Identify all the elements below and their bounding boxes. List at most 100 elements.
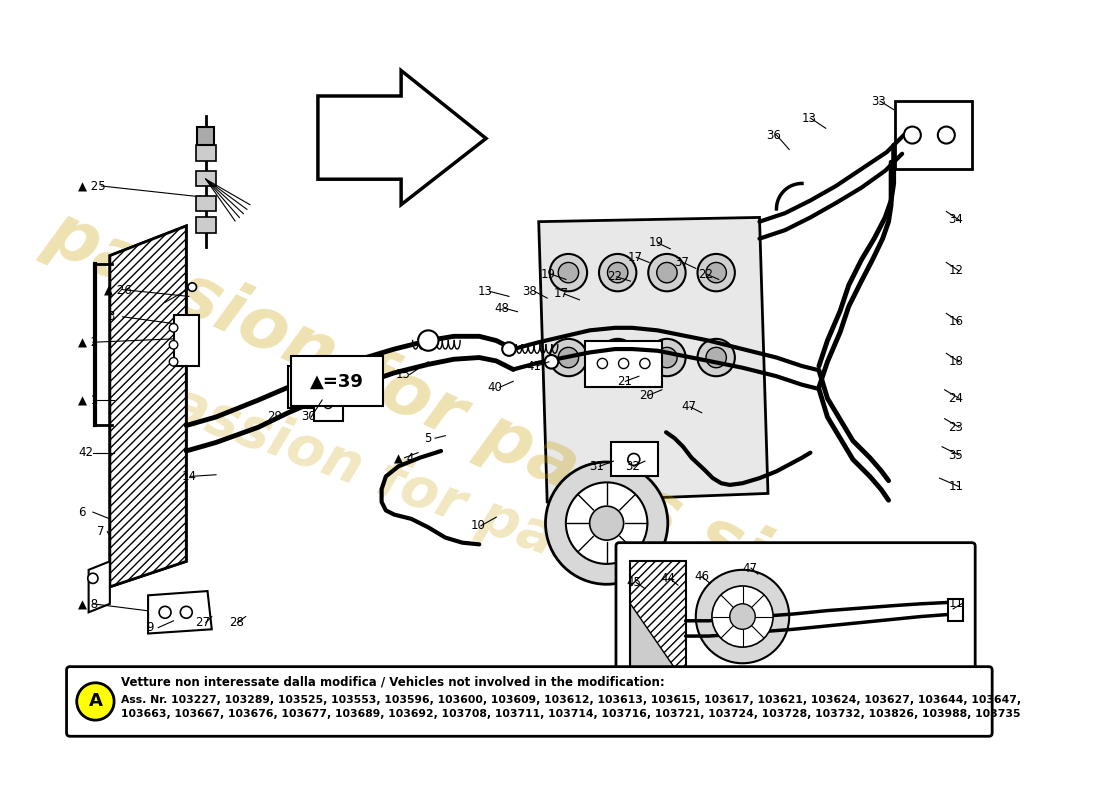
Text: 48: 48: [495, 302, 509, 314]
Text: 35: 35: [948, 449, 964, 462]
Bar: [196, 218, 216, 233]
Text: passion for parts since: passion for parts since: [35, 198, 906, 653]
Text: ▲ 8: ▲ 8: [78, 598, 99, 610]
Text: Ass. Nr. 103227, 103289, 103525, 103553, 103596, 103600, 103609, 103612, 103613,: Ass. Nr. 103227, 103289, 103525, 103553,…: [121, 694, 1021, 705]
Text: ▲ 2: ▲ 2: [78, 336, 99, 349]
Circle shape: [618, 358, 629, 369]
FancyBboxPatch shape: [616, 542, 976, 715]
Circle shape: [544, 355, 558, 369]
Text: ▲=39: ▲=39: [310, 372, 363, 390]
Circle shape: [590, 506, 624, 540]
Circle shape: [640, 358, 650, 369]
Circle shape: [600, 254, 637, 291]
Circle shape: [550, 339, 587, 376]
Circle shape: [628, 454, 640, 466]
Circle shape: [938, 126, 955, 143]
Text: 40: 40: [487, 381, 503, 394]
Bar: [196, 170, 216, 186]
Circle shape: [558, 262, 579, 283]
Text: 27: 27: [195, 616, 210, 629]
Circle shape: [169, 323, 178, 332]
Text: passion for parts since: passion for parts since: [126, 363, 815, 658]
Text: 41: 41: [526, 359, 541, 373]
Text: A: A: [88, 693, 102, 710]
Circle shape: [323, 385, 332, 394]
Text: 11: 11: [948, 598, 964, 610]
Text: 21: 21: [617, 375, 631, 388]
Circle shape: [88, 574, 98, 583]
Circle shape: [565, 482, 648, 564]
Text: 17: 17: [628, 251, 642, 264]
Text: 31: 31: [590, 460, 605, 473]
Bar: [948, 598, 964, 621]
Text: 37: 37: [674, 256, 690, 269]
Text: 22: 22: [606, 270, 621, 283]
Circle shape: [712, 586, 773, 647]
Text: Valid for... see description: Valid for... see description: [692, 697, 854, 710]
Circle shape: [550, 254, 587, 291]
Text: 17: 17: [554, 287, 569, 300]
Bar: [288, 366, 318, 409]
Circle shape: [697, 254, 735, 291]
Polygon shape: [89, 562, 110, 612]
Text: 34: 34: [948, 214, 964, 226]
Text: 3: 3: [108, 310, 114, 323]
Text: 32: 32: [625, 460, 640, 473]
Bar: [174, 315, 199, 366]
Circle shape: [169, 358, 178, 366]
Polygon shape: [630, 604, 683, 680]
Text: ▲ 1: ▲ 1: [78, 394, 99, 406]
Text: 42: 42: [78, 446, 94, 459]
Bar: [196, 146, 216, 161]
Text: 7: 7: [97, 525, 104, 538]
Circle shape: [503, 342, 516, 356]
Text: 11: 11: [948, 480, 964, 493]
Text: 22: 22: [698, 268, 713, 281]
Text: 18: 18: [948, 355, 964, 368]
Circle shape: [418, 330, 439, 350]
Text: 23: 23: [948, 421, 964, 434]
Circle shape: [729, 604, 756, 630]
Bar: [610, 442, 658, 477]
Circle shape: [298, 387, 307, 396]
Text: 47: 47: [681, 400, 696, 414]
Text: 15: 15: [396, 368, 411, 381]
Circle shape: [558, 347, 579, 368]
Polygon shape: [539, 218, 768, 502]
Polygon shape: [110, 226, 186, 587]
Circle shape: [657, 347, 678, 368]
Text: 14: 14: [182, 470, 197, 483]
Text: 44: 44: [660, 572, 675, 585]
Text: 12: 12: [948, 265, 964, 278]
Bar: [314, 378, 343, 422]
Text: 5: 5: [425, 432, 431, 445]
Text: 43: 43: [836, 684, 850, 697]
Circle shape: [904, 126, 921, 143]
Text: 16: 16: [948, 315, 964, 328]
Text: 36: 36: [767, 129, 781, 142]
Circle shape: [298, 372, 307, 381]
Polygon shape: [110, 226, 186, 587]
Bar: [630, 562, 685, 680]
Circle shape: [160, 606, 170, 618]
Bar: [585, 341, 662, 387]
Text: 13: 13: [802, 111, 817, 125]
Circle shape: [697, 339, 735, 376]
FancyBboxPatch shape: [67, 666, 992, 736]
Circle shape: [188, 283, 197, 291]
Text: 45: 45: [626, 576, 641, 589]
Text: 28: 28: [229, 616, 243, 629]
Text: 6: 6: [78, 506, 86, 518]
Text: 9: 9: [146, 621, 154, 634]
Text: 24: 24: [948, 392, 964, 405]
Text: Vale per... vedi descrizione: Vale per... vedi descrizione: [692, 685, 880, 698]
Text: 103663, 103667, 103676, 103677, 103689, 103692, 103708, 103711, 103714, 103716, : 103663, 103667, 103676, 103677, 103689, …: [121, 710, 1021, 719]
Text: 47: 47: [742, 562, 758, 574]
Circle shape: [607, 347, 628, 368]
Circle shape: [648, 254, 685, 291]
Text: ▲ 25: ▲ 25: [78, 179, 106, 193]
Text: ▲ 26: ▲ 26: [103, 283, 132, 296]
Text: 33: 33: [871, 94, 887, 107]
Polygon shape: [148, 591, 212, 634]
Text: 19: 19: [649, 236, 664, 250]
